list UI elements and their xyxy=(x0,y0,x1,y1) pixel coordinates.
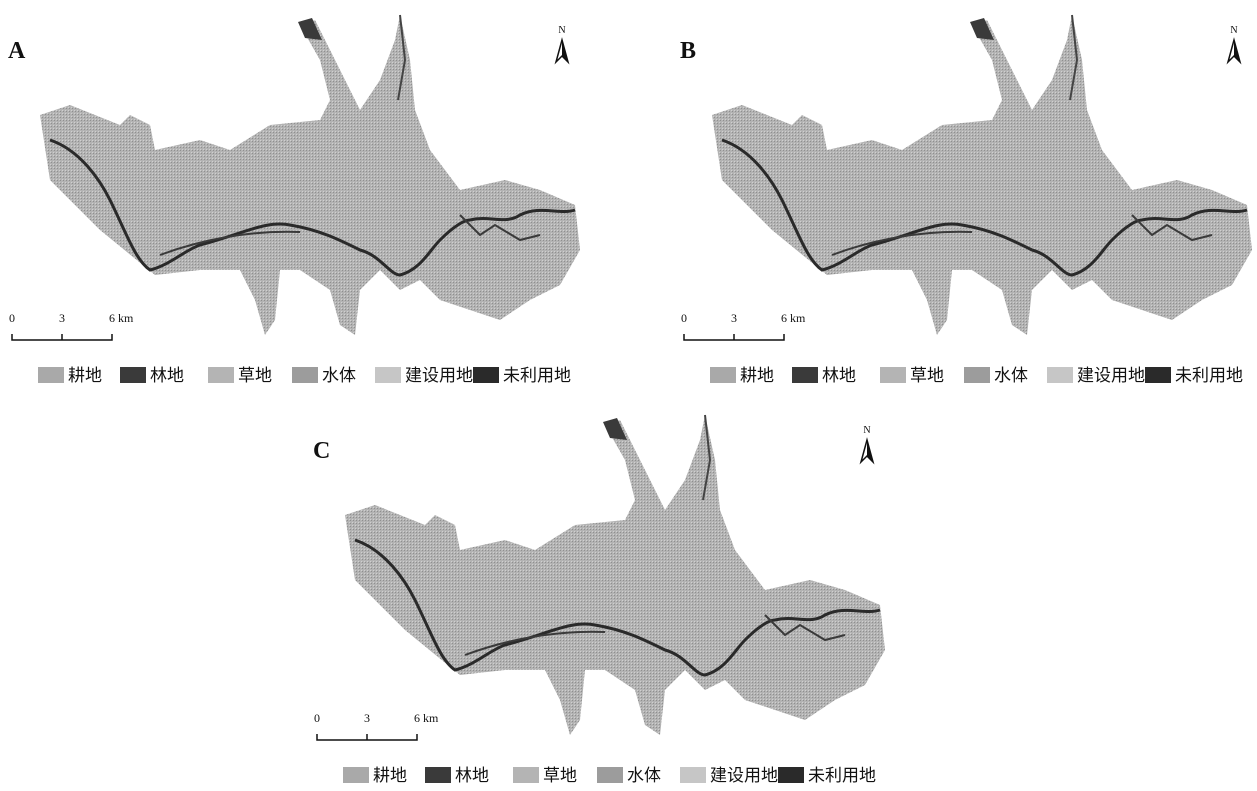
scale-label: 6 km xyxy=(109,311,134,325)
legend-swatch xyxy=(710,367,736,383)
legend-swatch xyxy=(343,767,369,783)
legend-swatch xyxy=(513,767,539,783)
legend-label: 未利用地 xyxy=(503,366,571,385)
legend-swatch xyxy=(964,367,990,383)
land-use-map xyxy=(712,15,1252,335)
north-arrow xyxy=(556,40,568,62)
legend-label: 建设用地 xyxy=(1077,366,1145,385)
map-panel: B N 0 3 6 km 耕地 林地 草地 水体 建设用地 未利用地 xyxy=(680,15,1252,385)
panel-label: B xyxy=(680,38,696,64)
legend-swatch xyxy=(1145,367,1171,383)
legend-label: 草地 xyxy=(910,366,944,385)
north-label: N xyxy=(863,425,870,436)
scale-label: 0 xyxy=(314,711,320,725)
legend-label: 林地 xyxy=(822,366,856,385)
legend-label: 草地 xyxy=(543,766,577,785)
legend-swatch xyxy=(120,367,146,383)
legend-label: 耕地 xyxy=(740,366,774,385)
scale-label: 3 xyxy=(364,711,370,725)
scale-label: 6 km xyxy=(414,711,439,725)
panel-label: C xyxy=(313,438,330,464)
scale-bar xyxy=(684,334,784,340)
legend-label: 林地 xyxy=(150,366,184,385)
legend-swatch xyxy=(880,367,906,383)
scale-label: 0 xyxy=(681,311,687,325)
legend-label: 未利用地 xyxy=(808,766,876,785)
scale-label: 6 km xyxy=(781,311,806,325)
legend-label: 建设用地 xyxy=(710,766,778,785)
legend-swatch xyxy=(778,767,804,783)
legend-label: 草地 xyxy=(238,366,272,385)
legend-label: 水体 xyxy=(322,366,356,385)
legend-swatch xyxy=(792,367,818,383)
north-label: N xyxy=(558,25,565,36)
legend-swatch xyxy=(375,367,401,383)
north-arrow xyxy=(1228,40,1240,62)
land-use-map xyxy=(40,15,580,335)
map-panel: C N 0 3 6 km 耕地 林地 草地 水体 建设用地 未利用地 xyxy=(313,415,885,785)
figure: AN036 km耕地林地草地水体建设用地未利用地BN036 km耕地林地草地水体… xyxy=(0,0,1257,791)
scale-bar xyxy=(317,734,417,740)
legend-swatch xyxy=(680,767,706,783)
land-use-map xyxy=(345,415,885,735)
scale-bar xyxy=(12,334,112,340)
legend-label: 水体 xyxy=(994,366,1028,385)
scale-label: 0 xyxy=(9,311,15,325)
scale-label: 3 xyxy=(731,311,737,325)
legend-label: 耕地 xyxy=(68,366,102,385)
legend-label: 未利用地 xyxy=(1175,366,1243,385)
panel-label: A xyxy=(8,38,26,64)
legend-label: 耕地 xyxy=(373,766,407,785)
legend-swatch xyxy=(597,767,623,783)
legend-swatch xyxy=(292,367,318,383)
legend-label: 建设用地 xyxy=(405,366,473,385)
legend-label: 林地 xyxy=(455,766,489,785)
legend-swatch xyxy=(208,367,234,383)
legend-swatch xyxy=(38,367,64,383)
legend-label: 水体 xyxy=(627,766,661,785)
north-label: N xyxy=(1230,25,1237,36)
map-panel: A N 0 3 6 km 耕地 林地 草地 水体 建设用地 未利用地 xyxy=(8,15,580,385)
scale-label: 3 xyxy=(59,311,65,325)
legend-swatch xyxy=(473,367,499,383)
legend-swatch xyxy=(425,767,451,783)
legend-swatch xyxy=(1047,367,1073,383)
north-arrow xyxy=(861,440,873,462)
